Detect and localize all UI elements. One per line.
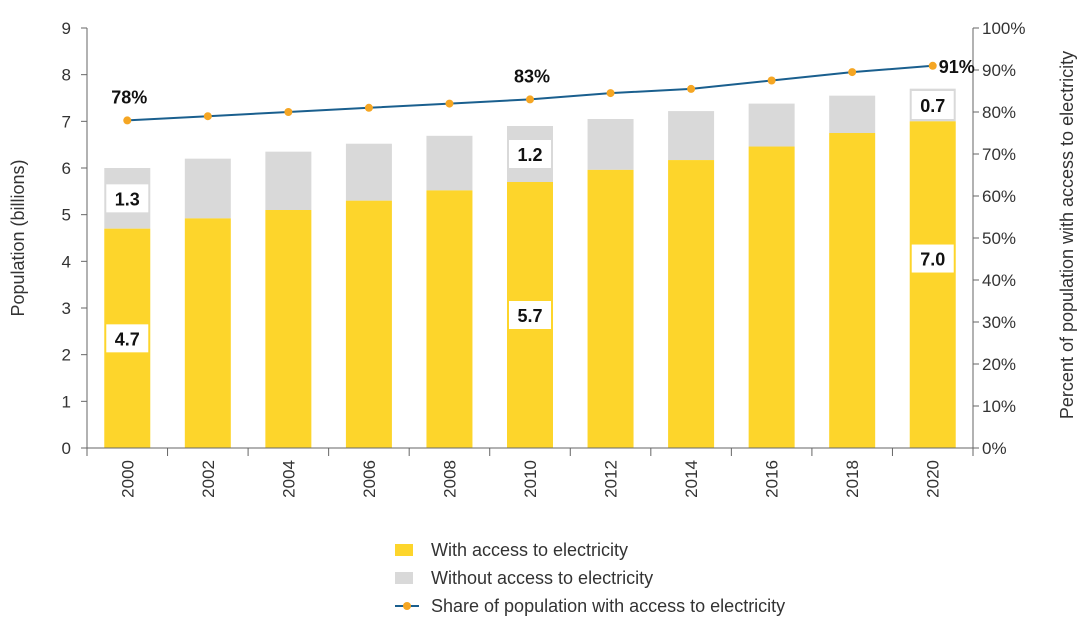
y2-tick-label: 20%	[982, 355, 1016, 374]
legend-swatch-with-access	[395, 544, 413, 556]
share-point-2010	[526, 95, 534, 104]
data-label: 5.7	[517, 306, 542, 326]
legend-item-share: Share of population with access to elect…	[395, 592, 785, 620]
y2-tick-label: 100%	[982, 19, 1025, 38]
y2-tick-label: 60%	[982, 187, 1016, 206]
share-point-2014	[687, 84, 696, 93]
data-label-box	[911, 91, 954, 119]
legend-swatch-without-access	[395, 572, 413, 584]
legend-swatch-share	[395, 600, 419, 612]
x-tick-label: 2000	[118, 460, 137, 498]
legend: With access to electricity Without acces…	[395, 536, 785, 620]
y-tick-label: 3	[62, 299, 71, 318]
y-tick-label: 6	[62, 159, 71, 178]
y2-tick-label: 10%	[982, 397, 1016, 416]
data-label: 91%	[939, 57, 975, 77]
x-tick-label: 2008	[440, 460, 459, 498]
x-tick-label: 2010	[521, 460, 540, 498]
x-tick-label: 2020	[924, 460, 943, 498]
y2-tick-label: 30%	[982, 313, 1016, 332]
x-tick-label: 2004	[279, 460, 298, 498]
bar-with-access-2020	[909, 121, 956, 448]
share-point-2016	[767, 76, 776, 85]
bar-without-access-2012	[587, 119, 634, 170]
share-point-2012	[606, 89, 615, 98]
y-tick-label: 9	[62, 19, 71, 38]
bar-without-access-2002	[184, 158, 231, 219]
data-label: 1.2	[517, 145, 542, 165]
legend-label-without-access: Without access to electricity	[431, 567, 654, 588]
bar-with-access-2014	[668, 160, 715, 449]
y-tick-label: 5	[62, 206, 71, 225]
legend-item-with-access: With access to electricity	[395, 536, 785, 564]
data-label: 83%	[514, 66, 550, 86]
y2-tick-label: 70%	[982, 145, 1016, 164]
legend-item-without-access: Without access to electricity	[395, 564, 785, 592]
x-tick-label: 2016	[763, 460, 782, 498]
data-label: 1.3	[115, 189, 140, 209]
y-axis-title: Population (billions)	[8, 159, 28, 316]
bar-with-access-2018	[829, 133, 876, 448]
bar-without-access-2006	[345, 143, 392, 201]
bar-without-access-2016	[748, 103, 795, 147]
data-label: 78%	[111, 87, 147, 107]
share-point-2020	[928, 61, 937, 70]
share-point-2018	[848, 68, 857, 77]
bar-with-access-2006	[345, 200, 392, 448]
bar-with-access-2012	[587, 169, 634, 448]
share-point-2006	[364, 103, 373, 112]
y-tick-label: 2	[62, 346, 71, 365]
share-point-2004	[284, 108, 293, 116]
bar-without-access-2018	[829, 95, 876, 133]
bar-without-access-2004	[265, 151, 312, 210]
x-tick-label: 2002	[199, 460, 218, 498]
legend-label-with-access: With access to electricity	[431, 539, 629, 560]
bar-with-access-2004	[265, 210, 312, 448]
x-tick-label: 2006	[360, 460, 379, 498]
y2-tick-label: 50%	[982, 229, 1016, 248]
bar-with-access-2016	[748, 146, 795, 449]
y-tick-label: 4	[62, 252, 71, 271]
data-label-box	[509, 301, 551, 329]
legend-label-share: Share of population with access to elect…	[431, 595, 786, 616]
y2-tick-label: 0%	[982, 439, 1007, 458]
y-tick-label: 7	[62, 112, 71, 131]
data-label-box	[106, 184, 149, 213]
data-label-box	[106, 324, 149, 353]
y-tick-label: 0	[62, 439, 71, 458]
y2-tick-label: 90%	[982, 61, 1016, 80]
share-point-2008	[445, 99, 454, 108]
data-label: 0.7	[920, 96, 945, 116]
bar-without-access-2008	[426, 135, 473, 191]
y-tick-label: 8	[62, 66, 71, 85]
y-tick-label: 1	[62, 392, 71, 411]
share-point-2000	[123, 116, 132, 125]
y2-axis-title: Percent of population with access to ele…	[1057, 51, 1077, 419]
x-tick-label: 2012	[602, 460, 621, 498]
y2-tick-label: 80%	[982, 103, 1016, 122]
y2-tick-label: 40%	[982, 271, 1016, 290]
share-point-2002	[203, 112, 212, 121]
x-tick-label: 2014	[682, 460, 701, 498]
x-tick-label: 2018	[843, 460, 862, 498]
data-label: 4.7	[115, 329, 140, 349]
data-label-box	[509, 140, 551, 168]
bar-with-access-2008	[426, 190, 473, 448]
bar-without-access-2014	[668, 111, 715, 161]
chart: 01234567890%10%20%30%40%50%60%70%80%90%1…	[8, 19, 1077, 498]
data-label: 7.0	[920, 250, 945, 270]
data-label-box	[911, 244, 954, 273]
bar-with-access-2002	[184, 218, 231, 448]
